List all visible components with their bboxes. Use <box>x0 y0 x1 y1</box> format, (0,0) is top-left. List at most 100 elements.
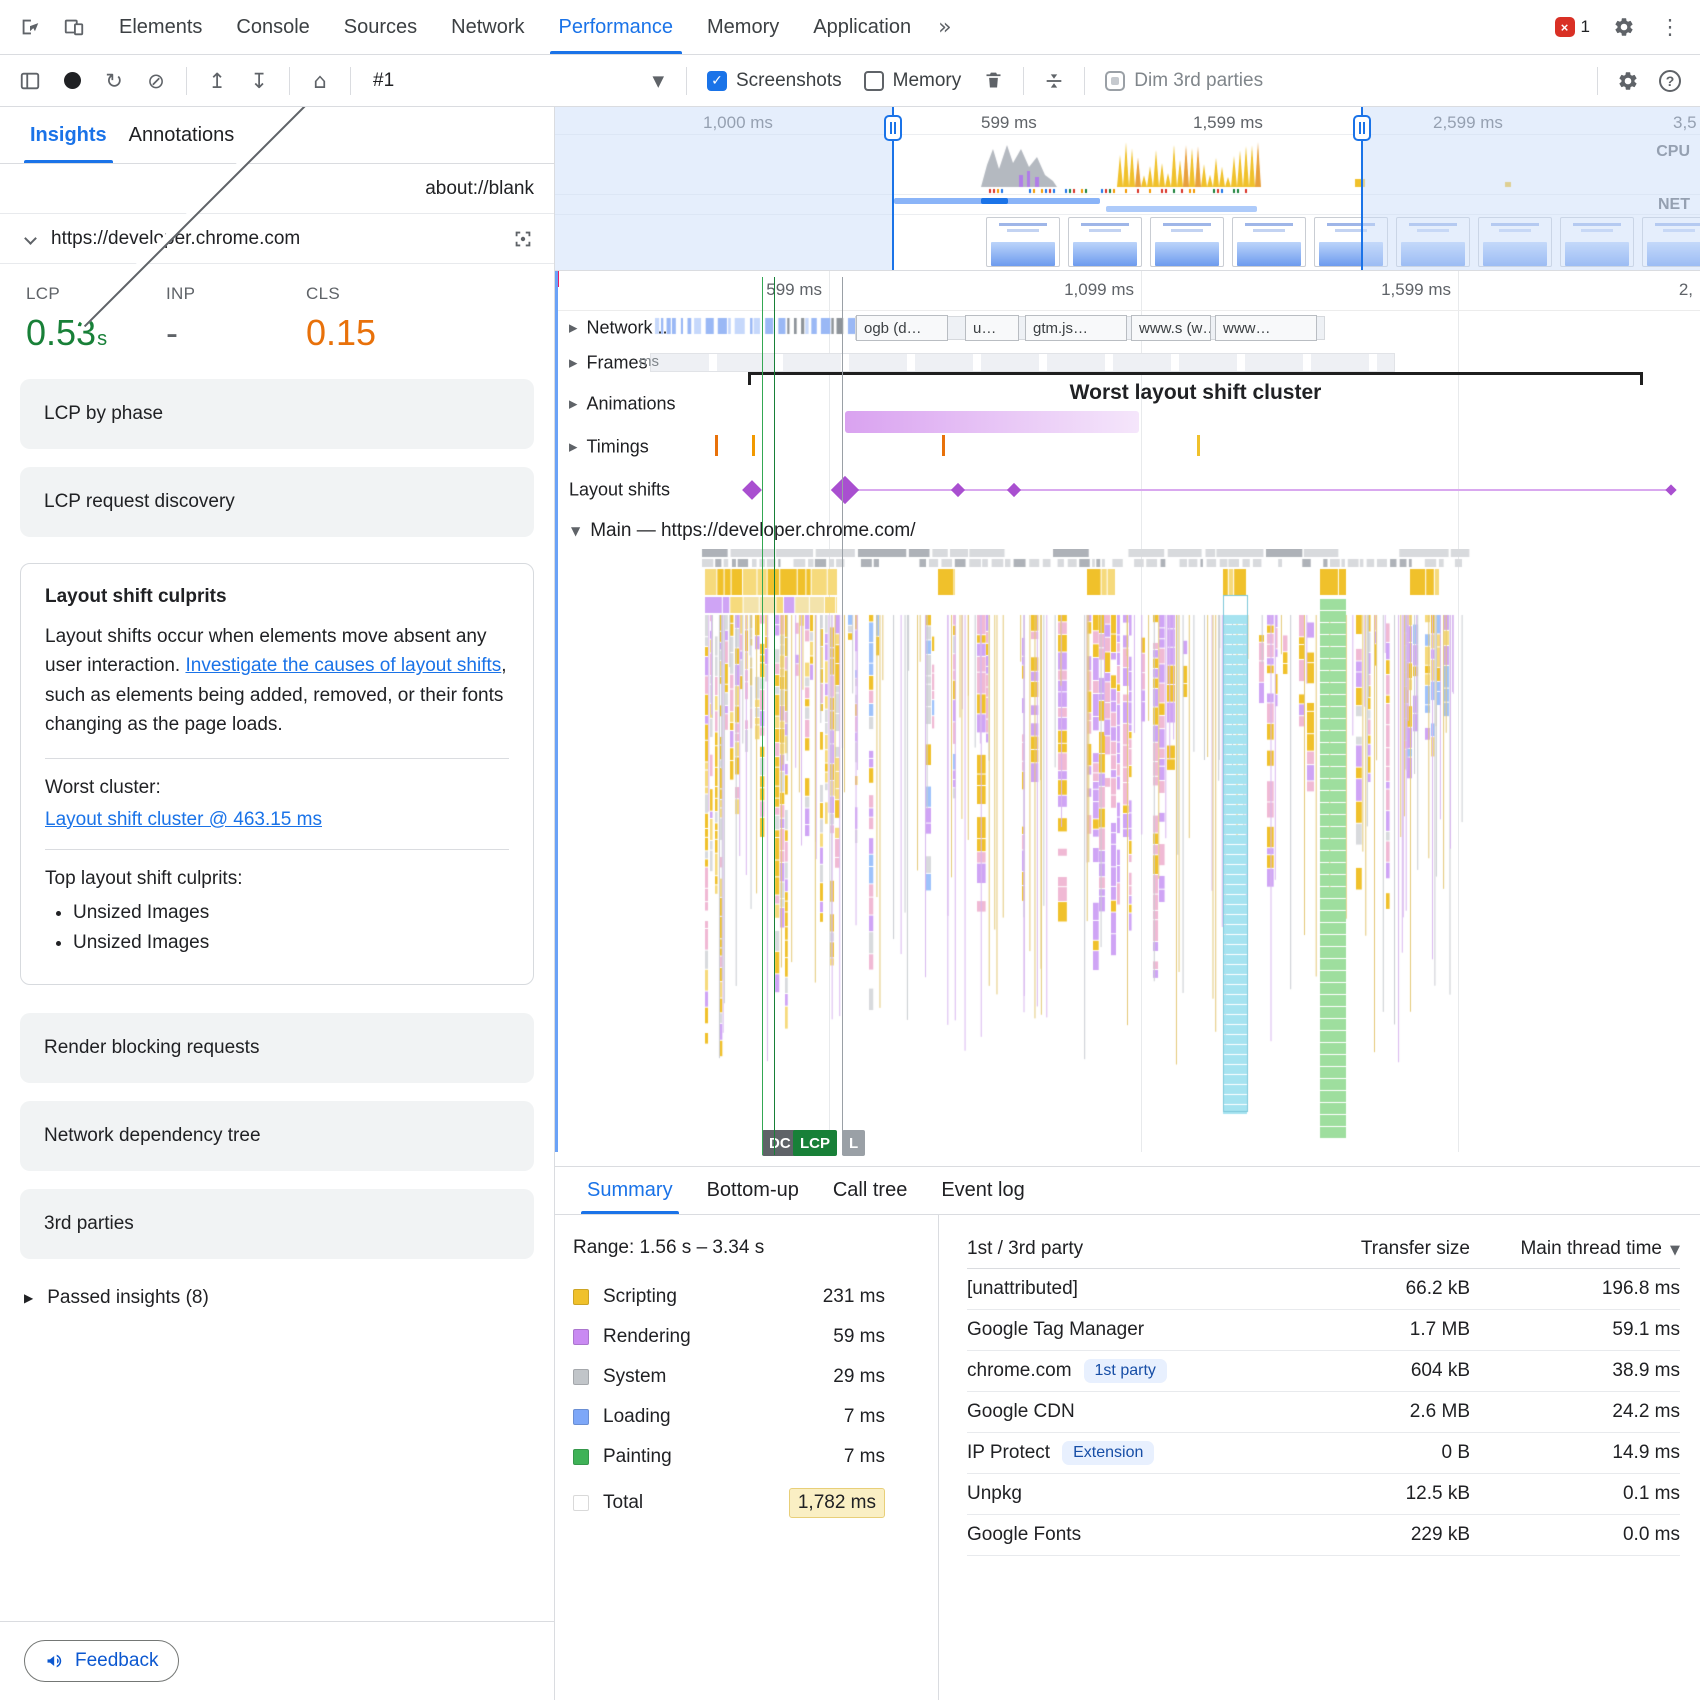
col-transfer-size[interactable]: Transfer size <box>1360 1237 1470 1259</box>
dim-3rd-parties-toggle[interactable]: Dim 3rd parties <box>1095 70 1273 92</box>
load-profile-icon[interactable]: ↥ <box>208 68 226 93</box>
insight-card-lcp-request-discovery[interactable]: LCP request discovery <box>20 467 534 537</box>
tab-bottom-up[interactable]: Bottom-up <box>706 1179 799 1201</box>
track-timings[interactable]: ▶ Timings <box>555 425 1700 468</box>
error-badge[interactable]: × 1 <box>1547 15 1598 39</box>
passed-insights-toggle[interactable]: ▶ Passed insights (8) <box>24 1287 530 1309</box>
save-profile-icon[interactable]: ↧ <box>250 68 268 93</box>
frame-row-developer-chrome[interactable]: https://developer.chrome.com <box>0 214 554 264</box>
screenshot-thumbnail[interactable] <box>986 217 1060 267</box>
col-main-thread-time[interactable]: Main thread time ▼ <box>1520 1237 1680 1259</box>
timing-marker[interactable] <box>1197 435 1200 456</box>
layout-shift-diamond[interactable] <box>950 482 966 498</box>
insight-card-layout-shift-culprits[interactable]: Layout shift culprits Layout shifts occu… <box>20 563 534 985</box>
network-request-chip[interactable]: www… <box>1215 315 1317 341</box>
device-toolbar-icon[interactable] <box>54 7 94 47</box>
tab-event-log[interactable]: Event log <box>941 1179 1025 1201</box>
screenshot-thumbnail[interactable] <box>1478 217 1552 267</box>
load-badge[interactable]: L <box>842 1130 866 1156</box>
insight-card-render-blocking[interactable]: Render blocking requests <box>20 1012 534 1083</box>
table-row[interactable]: Google Fonts 229 kB 0.0 ms <box>967 1515 1680 1556</box>
layout-shift-diamond[interactable] <box>742 480 762 500</box>
home-icon[interactable]: ⌂ <box>313 68 327 93</box>
layout-shift-diamond[interactable] <box>1006 482 1022 498</box>
screenshot-thumbnail[interactable] <box>1150 217 1224 267</box>
settings-gear-icon[interactable] <box>1604 7 1644 47</box>
selection-handle-right[interactable] <box>1353 107 1371 270</box>
help-icon[interactable]: ? <box>1650 61 1690 101</box>
track-main-thread[interactable]: ▼ Main — https://developer.chrome.com/ D… <box>555 512 1700 1166</box>
table-row[interactable]: Google CDN 2.6 MB 24.2 ms <box>967 1392 1680 1433</box>
screenshot-thumbnail[interactable] <box>1068 217 1142 267</box>
toggle-sidebar-icon[interactable] <box>10 61 50 101</box>
track-frames[interactable]: ▶ Frames ms <box>555 344 1700 382</box>
screenshot-thumbnail[interactable] <box>1314 217 1388 267</box>
col-party[interactable]: 1st / 3rd party <box>967 1237 1084 1259</box>
track-layout-shifts[interactable]: Layout shifts <box>555 468 1700 512</box>
timing-marker[interactable] <box>942 435 945 456</box>
collect-garbage-icon[interactable] <box>973 61 1013 101</box>
investigate-link[interactable]: Investigate the causes of layout shifts <box>185 655 502 677</box>
more-tabs-icon[interactable]: » <box>938 14 952 40</box>
screenshot-region-icon[interactable] <box>512 228 534 250</box>
memory-checkbox-group[interactable]: Memory <box>854 70 972 92</box>
frame-row-about-blank[interactable]: about://blank <box>0 107 554 328</box>
table-row[interactable]: IP Protect Extension 0 B 14.9 ms <box>967 1433 1680 1474</box>
tab-network[interactable]: Network <box>451 15 525 38</box>
metric-cls[interactable]: CLS 0.15 <box>306 284 446 354</box>
network-request-chip[interactable]: gtm.js… <box>1025 315 1127 341</box>
clear-icon[interactable]: ⊘ <box>147 68 165 93</box>
screenshot-thumbnail[interactable] <box>1396 217 1470 267</box>
worst-cluster-link[interactable]: Layout shift cluster @ 463.15 ms <box>45 808 322 830</box>
tab-application[interactable]: Application <box>813 15 912 38</box>
track-animations[interactable]: ▶ Animations <box>555 382 1700 425</box>
network-request-chip[interactable]: www.s (w… <box>1131 315 1211 341</box>
drag-grip-icon[interactable] <box>1353 115 1371 141</box>
memory-checkbox[interactable] <box>863 70 884 91</box>
drag-grip-icon[interactable] <box>884 115 902 141</box>
feedback-button[interactable]: Feedback <box>24 1640 180 1682</box>
kebab-menu-icon[interactable]: ⋮ <box>1659 15 1681 39</box>
main-thread-header[interactable]: ▼ Main — https://developer.chrome.com/ <box>555 512 1700 549</box>
flame-chart[interactable] <box>555 549 1700 1149</box>
recording-history-select[interactable]: #1 ▼ <box>361 62 676 100</box>
tab-performance[interactable]: Performance <box>542 0 691 54</box>
network-request-chip[interactable]: ogb (d… <box>856 315 948 341</box>
record-icon[interactable] <box>52 61 92 101</box>
inspect-element-icon[interactable] <box>10 7 50 47</box>
insight-card-3rd-parties[interactable]: 3rd parties <box>20 1188 534 1259</box>
screenshots-checkbox[interactable]: ✓ <box>707 70 727 91</box>
timing-marker[interactable] <box>752 435 755 456</box>
metric-inp[interactable]: INP - <box>166 284 306 354</box>
network-request-chip[interactable]: u… <box>965 315 1019 341</box>
tab-memory[interactable]: Memory <box>707 15 780 38</box>
timing-marker[interactable] <box>715 435 718 456</box>
screenshot-filmstrip[interactable] <box>555 215 1700 269</box>
screenshot-thumbnail[interactable] <box>1232 217 1306 267</box>
tab-call-tree[interactable]: Call tree <box>832 1179 908 1201</box>
layout-shift-diamond[interactable] <box>830 475 860 505</box>
table-row[interactable]: [unattributed] 66.2 kB 196.8 ms <box>967 1269 1680 1310</box>
table-row[interactable]: chrome.com 1st party 604 kB 38.9 ms <box>967 1351 1680 1392</box>
collapse-tracks-icon[interactable] <box>1034 61 1074 101</box>
reload-and-record-icon[interactable]: ↻ <box>105 68 123 93</box>
insight-card-lcp-by-phase[interactable]: LCP by phase <box>20 379 534 449</box>
metric-lcp[interactable]: LCP 0.53s <box>26 284 108 353</box>
tab-console[interactable]: Console <box>236 15 310 38</box>
screenshot-thumbnail[interactable] <box>1560 217 1634 267</box>
tab-elements[interactable]: Elements <box>119 15 203 38</box>
detail-ruler[interactable]: 599 ms 1,099 ms 1,599 ms 2, <box>555 271 1700 311</box>
table-row[interactable]: Unpkg 12.5 kB 0.1 ms <box>967 1474 1680 1515</box>
lcp-badge[interactable]: LCP <box>793 1130 837 1156</box>
layout-shift-diamond[interactable] <box>1665 484 1677 496</box>
tab-insights[interactable]: Insights <box>24 107 113 163</box>
timeline-overview[interactable]: 1,000 ms 599 ms 1,599 ms 2,599 ms 3,5 CP… <box>555 107 1700 271</box>
selection-handle-left[interactable] <box>884 107 902 270</box>
insight-card-network-dependency-tree[interactable]: Network dependency tree <box>20 1100 534 1171</box>
tab-sources[interactable]: Sources <box>343 15 418 38</box>
tab-summary[interactable]: Summary <box>577 1167 683 1214</box>
screenshot-thumbnail[interactable] <box>1642 217 1700 267</box>
capture-settings-gear-icon[interactable] <box>1608 61 1648 101</box>
cluster-band[interactable] <box>845 411 1139 433</box>
table-row[interactable]: Google Tag Manager 1.7 MB 59.1 ms <box>967 1310 1680 1351</box>
